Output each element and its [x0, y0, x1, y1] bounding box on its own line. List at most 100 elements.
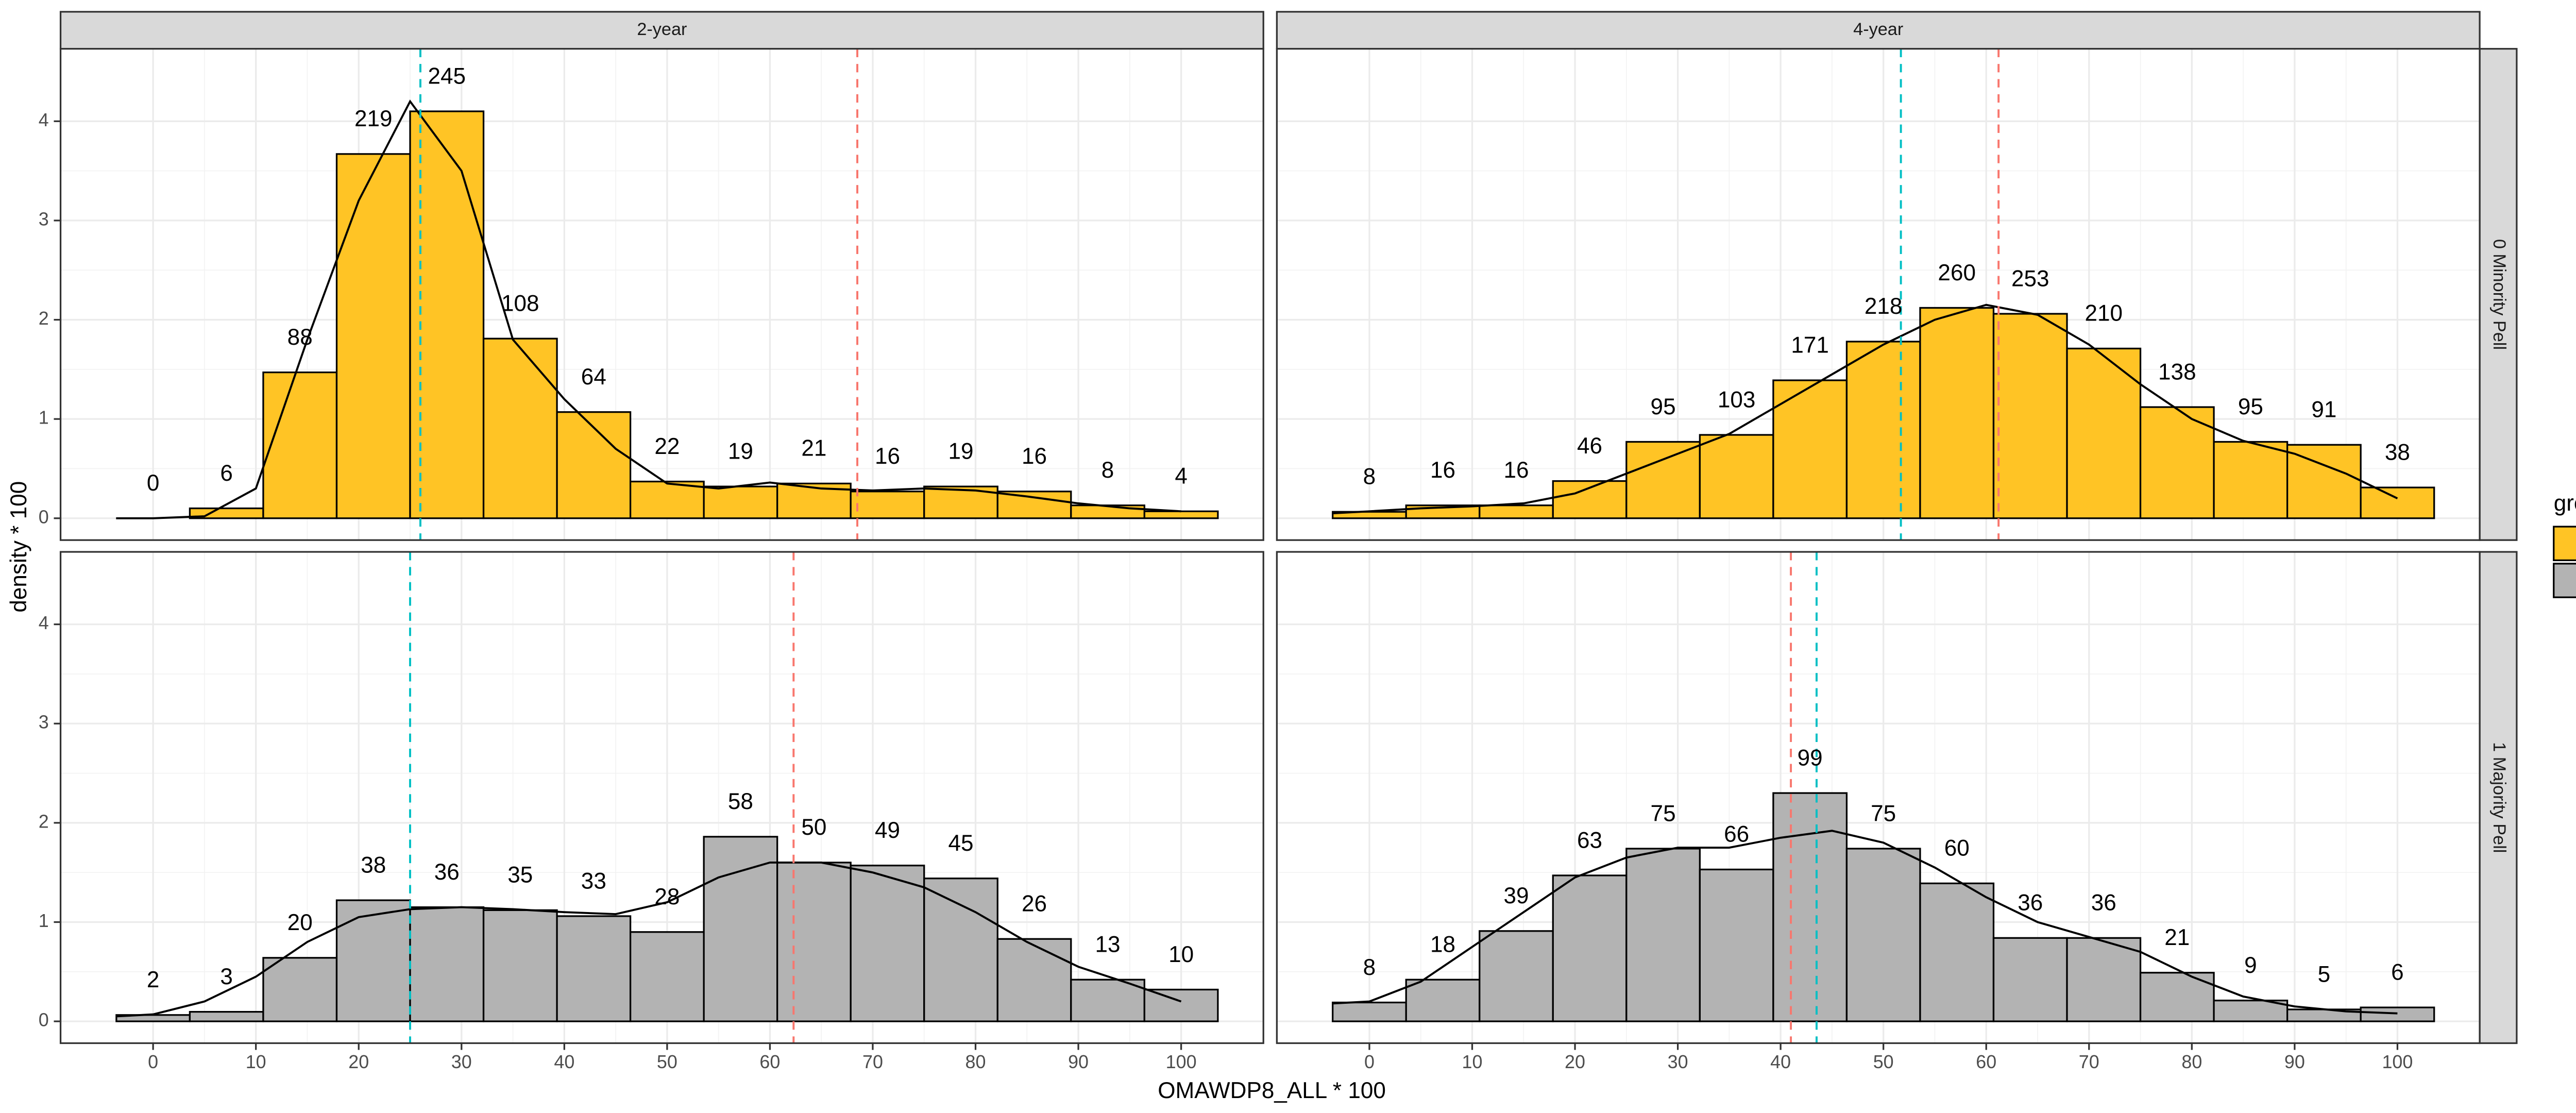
count-label: 16 — [1022, 444, 1047, 469]
count-label: 33 — [581, 868, 606, 893]
count-label: 219 — [354, 106, 393, 131]
histogram-bar — [1772, 379, 1848, 519]
histogram-bar — [629, 480, 705, 519]
panel-border — [1276, 48, 2481, 541]
count-label: 253 — [2011, 266, 2049, 291]
count-label: 91 — [2311, 397, 2336, 423]
y-tick-label: 3 — [39, 712, 49, 733]
histogram-bar — [2360, 1006, 2435, 1022]
panel-background — [60, 48, 1264, 541]
count-label: 5 — [2318, 962, 2331, 987]
legend-title: group — [2554, 491, 2576, 516]
y-tick-label: 2 — [39, 811, 49, 832]
histogram-bar — [1552, 874, 1628, 1022]
histogram-bar — [629, 931, 705, 1022]
histogram-bar — [262, 957, 338, 1022]
histogram-bar — [409, 110, 485, 519]
count-label: 28 — [654, 884, 680, 909]
histogram-bar — [850, 865, 925, 1022]
panel-border — [59, 48, 1264, 541]
histogram-bar — [1070, 979, 1145, 1022]
count-label: 36 — [2091, 890, 2116, 916]
count-label: 245 — [428, 63, 466, 89]
histogram-bar — [482, 338, 558, 519]
count-label: 26 — [1022, 891, 1047, 917]
count-label: 0 — [147, 470, 160, 496]
histogram-bar — [1772, 792, 1848, 1022]
histogram-bar — [556, 915, 632, 1022]
count-label: 171 — [1791, 332, 1829, 358]
histogram-bar — [189, 1010, 264, 1022]
y-tick-label: 0 — [39, 506, 49, 527]
histogram-bar — [1699, 434, 1774, 519]
y-tick-label: 1 — [39, 910, 49, 931]
x-tick-label: 30 — [451, 1051, 472, 1072]
count-label: 75 — [1651, 801, 1676, 826]
x-tick-label: 80 — [965, 1051, 986, 1072]
count-label: 36 — [434, 859, 460, 885]
histogram-bar — [2139, 406, 2215, 519]
x-tick-label: 70 — [2079, 1051, 2099, 1072]
count-label: 38 — [2385, 440, 2410, 465]
strip-label: 0 Minority Pell — [2489, 239, 2509, 350]
count-label: 19 — [728, 439, 753, 464]
x-tick-label: 0 — [148, 1051, 158, 1072]
x-tick-label: 100 — [2382, 1051, 2413, 1072]
count-label: 36 — [2018, 890, 2043, 916]
histogram-bar — [262, 372, 338, 519]
y-tick-label: 4 — [39, 612, 49, 633]
count-label: 95 — [1651, 394, 1676, 419]
histogram-bar — [1699, 868, 1774, 1022]
density-curve — [1332, 830, 2398, 1015]
y-tick-label: 0 — [39, 1009, 49, 1031]
count-label: 46 — [1577, 433, 1602, 459]
histogram-bar — [703, 485, 778, 519]
histogram-bar — [1143, 988, 1219, 1022]
count-label: 20 — [287, 910, 313, 935]
histogram-bar — [335, 899, 411, 1022]
histogram-bar — [996, 491, 1072, 519]
histogram-bar — [1919, 882, 1995, 1022]
count-label: 8 — [1363, 464, 1376, 490]
x-tick-label: 50 — [657, 1051, 677, 1072]
histogram-bar — [2066, 937, 2142, 1022]
strip-label: 2-year — [637, 20, 687, 39]
histogram-bar — [996, 938, 1072, 1022]
histogram-bar — [1992, 937, 2068, 1022]
x-tick-label: 70 — [862, 1051, 883, 1072]
x-tick-label: 20 — [1565, 1051, 1585, 1072]
histogram-bar — [2360, 486, 2435, 519]
count-label: 66 — [1724, 822, 1749, 847]
histogram-bar — [2066, 347, 2142, 519]
count-label: 49 — [875, 818, 900, 843]
histogram-bar — [2213, 441, 2289, 519]
histogram-bar — [1405, 979, 1481, 1022]
count-label: 50 — [801, 815, 826, 840]
count-label: 13 — [1095, 932, 1121, 957]
histogram-bar — [1479, 504, 1554, 519]
x-tick-label: 0 — [1364, 1051, 1375, 1072]
count-label: 19 — [948, 439, 973, 464]
count-label: 16 — [1430, 458, 1455, 483]
histogram-bar — [1479, 930, 1554, 1022]
count-label: 9 — [2244, 953, 2257, 978]
x-tick-label: 60 — [1976, 1051, 1996, 1072]
x-tick-label: 10 — [246, 1051, 266, 1072]
count-label: 8 — [1363, 955, 1376, 980]
count-label: 260 — [1938, 260, 1976, 285]
strip-label: 1 Majority Pell — [2489, 742, 2509, 853]
count-label: 218 — [1865, 294, 1903, 319]
count-label: 95 — [2238, 394, 2263, 419]
histogram-bar — [1552, 480, 1628, 519]
strip-background — [1276, 11, 2481, 50]
x-tick-label: 80 — [2181, 1051, 2202, 1072]
x-tick-label: 40 — [554, 1051, 574, 1072]
count-label: 16 — [1504, 458, 1529, 483]
x-tick-label: 90 — [1068, 1051, 1089, 1072]
count-label: 35 — [507, 863, 533, 888]
count-label: 22 — [654, 434, 680, 459]
histogram-bar — [923, 878, 998, 1022]
count-label: 3 — [220, 964, 233, 989]
histogram-bar — [1332, 1001, 1407, 1022]
